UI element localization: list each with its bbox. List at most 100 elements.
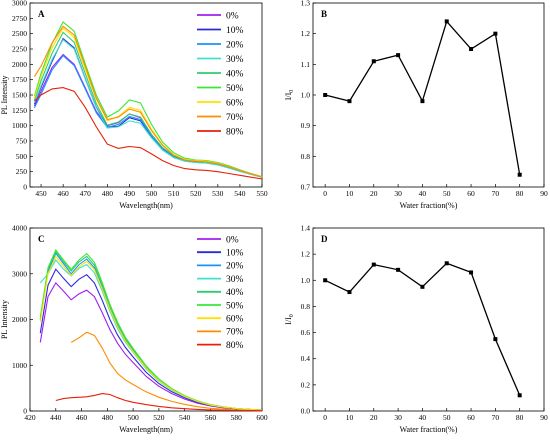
- x-tick-label: 500: [146, 189, 158, 198]
- x-tick-label: 520: [190, 189, 202, 198]
- series-line-30pct: [33, 38, 263, 178]
- legend-entry: 80%: [226, 127, 244, 137]
- x-tick-label: 420: [24, 413, 36, 422]
- y-tick-label: 250: [16, 167, 28, 176]
- y-axis-label-subscript: 0: [289, 314, 295, 317]
- x-tick-label: 10: [346, 189, 354, 198]
- y-tick-label: 3000: [12, 0, 27, 8]
- data-point: [469, 270, 474, 275]
- y-tick-label: 0.7: [301, 183, 311, 192]
- x-tick-label: 10: [346, 413, 354, 422]
- x-axis-label: Water fraction(%): [400, 425, 458, 434]
- y-tick-label: 1.0: [301, 276, 311, 285]
- y-tick-label: 0.9: [301, 121, 311, 130]
- x-tick-label: 90: [540, 189, 548, 198]
- y-tick-label: 1750: [12, 75, 27, 84]
- series-line-80pct: [34, 87, 263, 180]
- x-tick-label: 520: [153, 413, 165, 422]
- y-tick-label: 2250: [12, 45, 27, 54]
- x-tick-label: 0: [323, 413, 327, 422]
- y-axis-label-text: PL Intensity: [0, 75, 9, 114]
- y-tick-label: 0.8: [301, 152, 311, 161]
- panel-c: 420 440 460 480 500 520 540 560 580 600 0 1000 2000 3…: [0, 224, 268, 435]
- data-point: [420, 284, 425, 289]
- y-tick-label: 1.0: [301, 91, 311, 100]
- panel-b: 0 10 20 30 40 50 60 70 80 90 0.7 0.8 0.9 1.0 1.1 1.2 1.3…: [284, 0, 548, 210]
- legend-entry: 40%: [226, 69, 244, 79]
- data-point: [444, 19, 449, 24]
- legend-entry: 50%: [226, 301, 244, 311]
- x-tick-label: 30: [394, 189, 402, 198]
- x-tick-label: 540: [234, 189, 246, 198]
- data-point: [347, 290, 352, 295]
- series-line-60pct: [39, 255, 263, 411]
- data-point: [517, 393, 522, 398]
- y-tick-label: 2000: [12, 315, 27, 324]
- data-point: [347, 99, 352, 104]
- y-tick-label: 4000: [12, 224, 27, 233]
- x-tick-label: 470: [80, 189, 92, 198]
- ratio-line: [325, 20, 521, 175]
- data-point: [396, 267, 401, 272]
- series-line-80pct: [55, 393, 263, 412]
- data-point: [469, 47, 474, 51]
- x-tick-label: 40: [419, 189, 427, 198]
- x-tick-label: 480: [102, 189, 114, 198]
- legend-entry: 70%: [226, 328, 244, 338]
- y-tick-label: 1000: [12, 121, 27, 130]
- y-axis-label-text: I/I: [284, 92, 293, 100]
- y-tick-label: 1250: [12, 106, 27, 115]
- y-tick-label: 750: [16, 137, 28, 146]
- x-tick-label: 30: [394, 413, 402, 422]
- y-tick-label: 1.2: [301, 29, 311, 38]
- x-tick-label: 540: [179, 413, 191, 422]
- y-axis-label: PL Intensity: [0, 300, 9, 339]
- y-tick-label: 1.4: [301, 224, 311, 233]
- panel-label: D: [321, 234, 328, 244]
- data-point: [371, 59, 376, 64]
- x-tick-label: 600: [256, 413, 268, 422]
- plot-frame: [312, 2, 545, 188]
- x-tick-label: 40: [419, 413, 427, 422]
- y-axis-label: I/I0: [284, 90, 295, 101]
- y-axis-label-text: I/I: [284, 317, 293, 325]
- x-tick-label: 530: [212, 189, 224, 198]
- y-tick-label: 1.2: [301, 250, 311, 259]
- legend-entry: 0%: [226, 235, 239, 245]
- legend-entry: 70%: [226, 113, 244, 123]
- x-tick-label: 80: [516, 413, 524, 422]
- legend-entry: 20%: [226, 40, 244, 50]
- x-tick-label: 0: [323, 189, 327, 198]
- y-axis-label: PL Intensity: [0, 75, 9, 114]
- y-tick-label: 3000: [12, 269, 27, 278]
- legend-entry: 20%: [226, 262, 244, 272]
- legend-entry: 30%: [226, 55, 244, 65]
- x-tick-label: 60: [467, 413, 475, 422]
- y-axis-label: I/I0: [284, 314, 295, 325]
- data-point: [371, 262, 376, 267]
- legend-entry: 30%: [226, 275, 244, 285]
- x-tick-label: 90: [540, 413, 548, 422]
- y-tick-label: 0: [23, 183, 27, 192]
- legend-entry: 60%: [226, 315, 244, 325]
- legend-entry: 10%: [226, 249, 244, 259]
- x-tick-label: 70: [492, 413, 500, 422]
- y-tick-label: 0.0: [301, 407, 311, 416]
- legend-entry: 40%: [226, 288, 244, 298]
- series-line-50pct: [33, 21, 263, 178]
- legend-entry: 80%: [226, 341, 244, 351]
- x-tick-label: 50: [443, 413, 451, 422]
- x-tick-label: 20: [370, 189, 378, 198]
- x-tick-label: 50: [443, 189, 451, 198]
- x-axis-label: Water fraction(%): [400, 201, 458, 210]
- x-tick-label: 490: [124, 189, 136, 198]
- x-tick-label: 550: [256, 189, 268, 198]
- data-point: [323, 278, 328, 283]
- x-tick-label: 80: [516, 189, 524, 198]
- x-tick-label: 450: [35, 189, 47, 198]
- panel-label: C: [38, 234, 45, 244]
- y-tick-label: 0.6: [301, 328, 311, 337]
- x-tick-label: 580: [231, 413, 243, 422]
- x-tick-label: 500: [127, 413, 139, 422]
